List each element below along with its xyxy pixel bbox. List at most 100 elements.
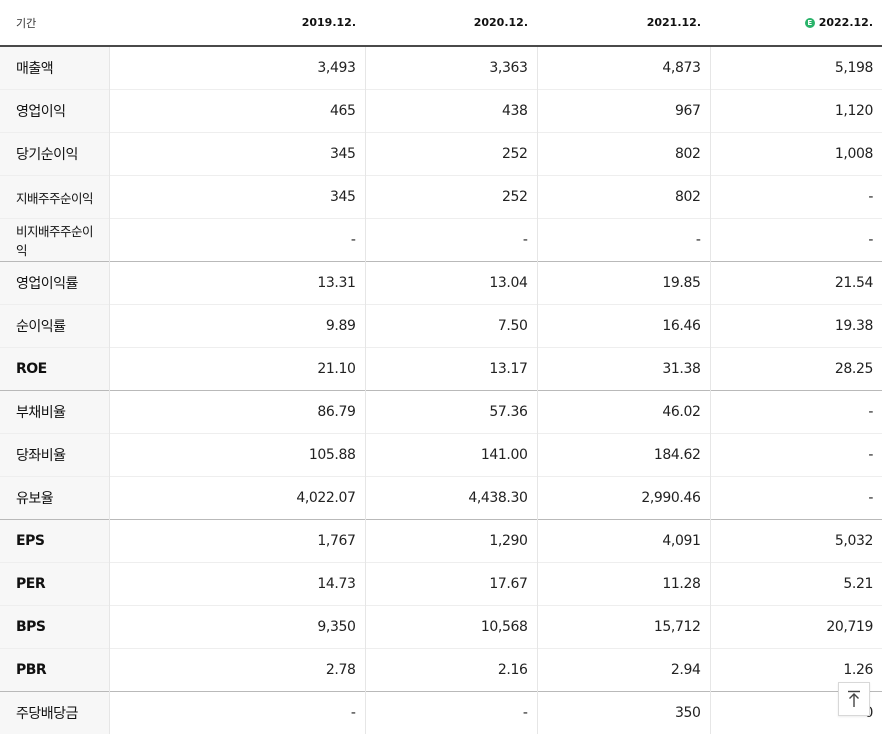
table-cell: 5,032 (710, 520, 882, 563)
table-cell: 802 (537, 176, 710, 219)
table-cell: 46.02 (537, 391, 710, 434)
table-cell: - (109, 692, 365, 734)
table-cell: - (710, 391, 882, 434)
row-label: 비지배주주순이익 (0, 219, 109, 262)
table-cell: 28.25 (710, 348, 882, 391)
table-row: 비지배주주순이익---- (0, 219, 882, 262)
table-cell: 21.10 (109, 348, 365, 391)
table-cell: 13.31 (109, 262, 365, 305)
table-cell: 184.62 (537, 434, 710, 477)
table-cell: 9,350 (109, 606, 365, 649)
table-cell: - (710, 219, 882, 262)
table-cell: 4,438.30 (365, 477, 537, 520)
period-label: 기간 (0, 0, 109, 46)
table-cell: 1,767 (109, 520, 365, 563)
table-cell: - (109, 219, 365, 262)
row-label: 영업이익 (0, 90, 109, 133)
table-cell: 350 (537, 692, 710, 734)
row-label: ROE (0, 348, 109, 391)
table-cell: 14.73 (109, 563, 365, 606)
table-cell: 86.79 (109, 391, 365, 434)
table-cell: 13.04 (365, 262, 537, 305)
table-cell: 2,990.46 (537, 477, 710, 520)
table-row: 주당배당금--3500 (0, 692, 882, 734)
table-cell: 57.36 (365, 391, 537, 434)
table-cell: 252 (365, 133, 537, 176)
table-cell: 17.67 (365, 563, 537, 606)
table-cell: 11.28 (537, 563, 710, 606)
table-cell: 1,008 (710, 133, 882, 176)
table-cell: 4,022.07 (109, 477, 365, 520)
table-cell: 31.38 (537, 348, 710, 391)
table-cell: 3,363 (365, 46, 537, 90)
row-label: 순이익률 (0, 305, 109, 348)
row-label: 당좌비율 (0, 434, 109, 477)
table-cell: 4,091 (537, 520, 710, 563)
table-cell: 5.21 (710, 563, 882, 606)
table-cell: 465 (109, 90, 365, 133)
column-2022-estimate: E 2022.12. (710, 0, 882, 46)
row-label: 부채비율 (0, 391, 109, 434)
table-cell: 20,719 (710, 606, 882, 649)
row-label: PBR (0, 649, 109, 692)
table-cell: 7.50 (365, 305, 537, 348)
table-cell: 967 (537, 90, 710, 133)
table-cell: 105.88 (109, 434, 365, 477)
row-label: 유보율 (0, 477, 109, 520)
table-cell: 4,873 (537, 46, 710, 90)
row-label: EPS (0, 520, 109, 563)
table-cell: - (365, 692, 537, 734)
table-cell: 16.46 (537, 305, 710, 348)
estimate-icon: E (805, 18, 815, 28)
arrow-up-to-top-icon (847, 690, 861, 708)
table-cell: 19.38 (710, 305, 882, 348)
column-2020: 2020.12. (365, 0, 537, 46)
table-cell: 5,198 (710, 46, 882, 90)
table-cell: 141.00 (365, 434, 537, 477)
row-label: 당기순이익 (0, 133, 109, 176)
table-cell: - (537, 219, 710, 262)
table-cell: - (710, 434, 882, 477)
table-cell: 802 (537, 133, 710, 176)
table-cell: 1,120 (710, 90, 882, 133)
table-cell: 1,290 (365, 520, 537, 563)
row-label: 지배주주순이익 (0, 176, 109, 219)
table-cell: 19.85 (537, 262, 710, 305)
row-label: BPS (0, 606, 109, 649)
table-cell: 438 (365, 90, 537, 133)
table-cell: 10,568 (365, 606, 537, 649)
table-cell: 345 (109, 133, 365, 176)
table-cell: - (710, 477, 882, 520)
column-2021: 2021.12. (537, 0, 710, 46)
row-label: PER (0, 563, 109, 606)
table-cell: - (710, 176, 882, 219)
scroll-to-top-button[interactable] (838, 682, 870, 716)
table-cell: 13.17 (365, 348, 537, 391)
table-cell: 2.16 (365, 649, 537, 692)
table-cell: 3,493 (109, 46, 365, 90)
table-cell: - (365, 219, 537, 262)
table-cell: 345 (109, 176, 365, 219)
table-cell: 9.89 (109, 305, 365, 348)
row-label: 주당배당금 (0, 692, 109, 734)
column-2022-label: 2022.12. (819, 16, 873, 29)
row-label: 매출액 (0, 46, 109, 90)
